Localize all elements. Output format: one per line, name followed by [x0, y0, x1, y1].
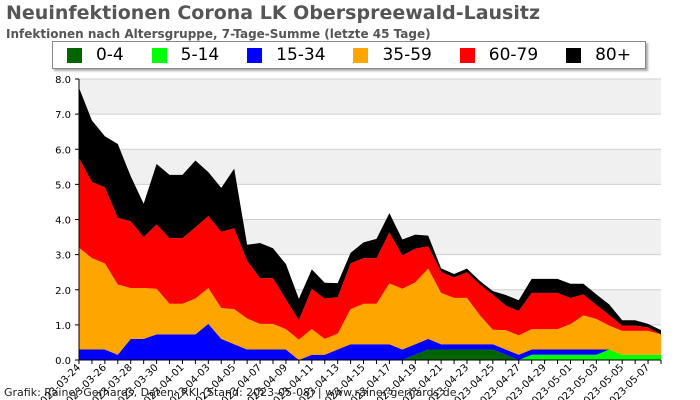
legend-item: 0-4 — [66, 45, 124, 65]
y-tick-label: 5.0 — [55, 180, 71, 191]
legend-swatch — [151, 47, 167, 63]
chart-legend: 0-4 5-14 15-34 35-59 60-79 80+ — [52, 41, 646, 69]
legend-label: 60-79 — [488, 45, 539, 65]
y-tick-label: 4.0 — [55, 216, 71, 227]
y-tick-label: 2.0 — [55, 286, 71, 297]
legend-label: 0-4 — [95, 45, 124, 65]
legend-swatch — [566, 47, 582, 63]
y-tick-label: 8.0 — [55, 75, 71, 86]
legend-label: 15-34 — [276, 45, 326, 65]
legend-swatch — [66, 47, 82, 63]
data-credit: Grafik: Rainer Gerhards, Daten: RKI (Sta… — [4, 386, 457, 399]
chart-title: Neuinfektionen Corona LK Oberspreewald-L… — [6, 2, 541, 24]
y-tick-label: 3.0 — [55, 251, 71, 262]
y-tick-label: 6.0 — [55, 145, 71, 156]
legend-item: 5-14 — [151, 45, 220, 65]
y-tick-label: 1.0 — [55, 321, 71, 332]
legend-label: 5-14 — [180, 45, 220, 65]
legend-label: 80+ — [595, 45, 631, 65]
chart-subtitle: Infektionen nach Altersgruppe, 7-Tage-Su… — [6, 27, 431, 41]
series-area-80+ — [79, 87, 661, 335]
series-area-5-14 — [79, 349, 661, 360]
grid-band — [79, 114, 661, 150]
legend-swatch — [353, 47, 369, 63]
legend-swatch — [459, 47, 475, 63]
legend-item: 60-79 — [459, 45, 539, 65]
legend-item: 80+ — [566, 45, 631, 65]
series-area-15-34 — [79, 323, 661, 360]
legend-swatch — [247, 47, 263, 63]
legend-item: 15-34 — [247, 45, 326, 65]
series-area-60-79 — [79, 158, 661, 340]
legend-label: 35-59 — [382, 45, 432, 65]
y-tick-label: 7.0 — [55, 110, 71, 121]
y-tick-label: 0.0 — [55, 356, 71, 367]
legend-item: 35-59 — [353, 45, 432, 65]
grid-band — [79, 79, 661, 115]
